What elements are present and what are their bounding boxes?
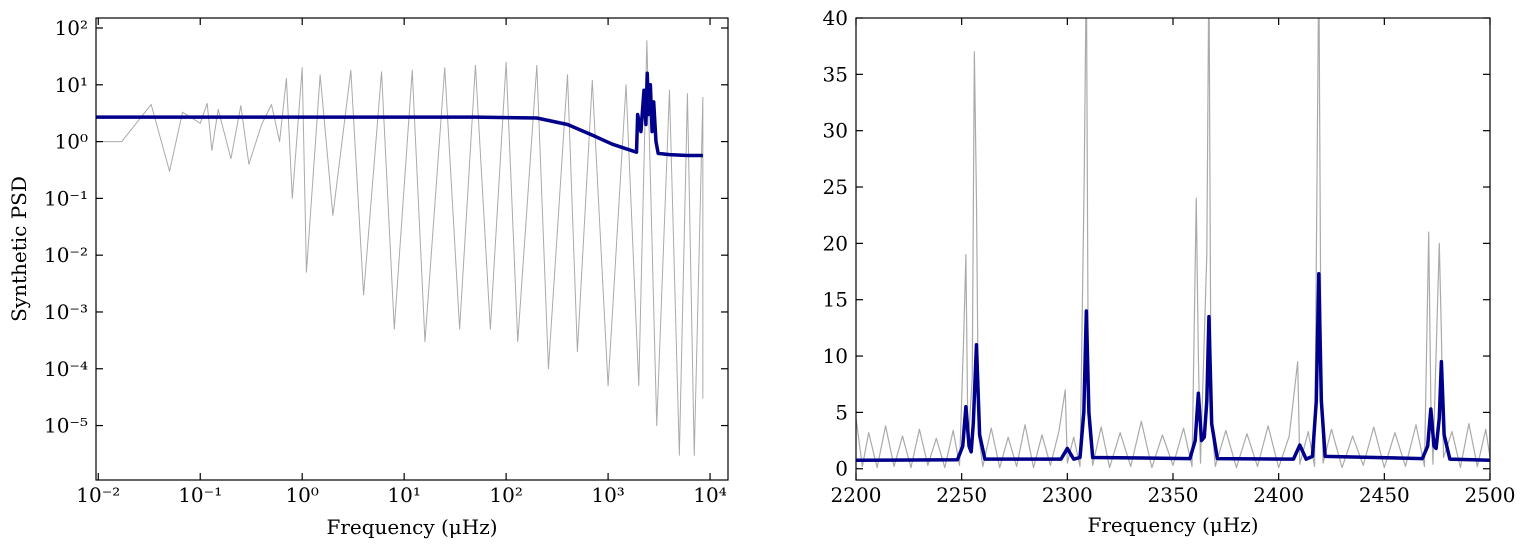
x-axis-label: Frequency (μHz) [1087,513,1258,537]
y-tick-label: 10⁻⁵ [44,414,88,438]
x-tick-label: 2500 [1465,483,1516,507]
x-tick-label: 10⁰ [285,483,318,507]
y-tick-label: 25 [823,175,848,199]
y-tick-label: 10² [55,16,88,40]
y-tick-label: 0 [835,457,848,481]
y-tick-label: 5 [835,400,848,424]
y-tick-label: 35 [823,62,848,86]
x-tick-label: 2250 [936,483,987,507]
x-tick-label: 10² [489,483,522,507]
y-axis-label: Synthetic PSD [7,176,31,322]
axes-frame [95,17,729,481]
y-tick-label: 15 [823,288,848,312]
data-line [856,272,1490,463]
y-tick-label: 10⁻³ [44,300,88,324]
x-tick-label: 10³ [591,483,624,507]
plot-area [856,18,1490,469]
x-tick-label: 10⁻¹ [178,483,222,507]
x-axis-label: Frequency (μHz) [326,515,497,539]
data-line [96,71,703,158]
y-tick-label: 30 [823,119,848,143]
y-tick-label: 10⁻¹ [44,186,88,210]
y-tick-label: 10⁰ [55,130,88,154]
y-tick-label: 10 [823,344,848,368]
data-line [856,18,1490,469]
x-tick-label: 2350 [1148,483,1199,507]
data-line [96,40,704,456]
x-tick-label: 10¹ [387,483,420,507]
x-tick-label: 2400 [1253,483,1304,507]
y-tick-label: 10¹ [55,73,88,97]
y-tick-label: 40 [823,6,848,30]
y-tick-label: 10⁻² [44,243,88,267]
x-tick-label: 2450 [1359,483,1410,507]
y-tick-label: 10⁻⁴ [44,357,88,381]
x-tick-label: 10⁴ [693,483,726,507]
x-tick-label: 2300 [1042,483,1093,507]
plot-area [96,40,704,456]
y-tick-label: 20 [823,231,848,255]
x-tick-label: 10⁻² [76,483,120,507]
x-tick-label: 2200 [831,483,882,507]
